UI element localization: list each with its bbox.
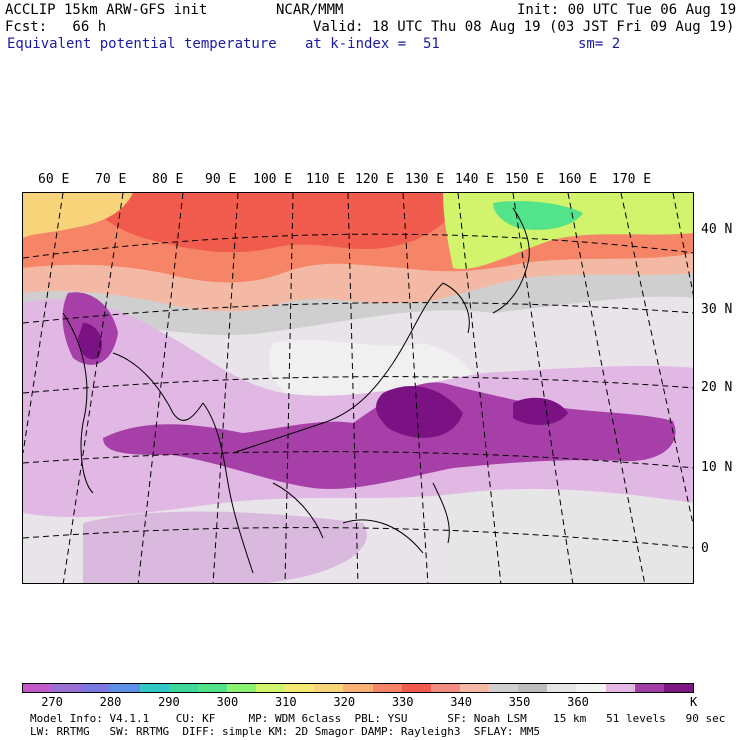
header-institution: NCAR/MMM <box>276 2 344 18</box>
colorbar <box>22 683 694 693</box>
colorbar-tick-label: 300 <box>216 695 239 709</box>
latitude-label: 10 N <box>701 460 733 475</box>
colorbar-swatch <box>401 684 431 692</box>
smoothing-value: sm= 2 <box>578 36 621 52</box>
colorbar-tick-label: 280 <box>99 695 122 709</box>
colorbar-swatch <box>489 684 519 692</box>
model-info-line2: LW: RRTMG SW: RRTMG DIFF: simple KM: 2D … <box>30 725 540 738</box>
colorbar-tick-label: 360 <box>567 695 589 709</box>
header-model-title: ACCLIP 15km ARW-GFS init <box>5 2 208 18</box>
colorbar-swatch <box>168 684 198 692</box>
colorbar-tick-label: 290 <box>158 695 180 709</box>
longitude-label: 130 E <box>405 172 445 187</box>
lavender-band <box>23 299 693 518</box>
colorbar-swatch <box>372 684 402 692</box>
colorbar-tick-label: 340 <box>450 695 472 709</box>
colorbar-tick-label: 330 <box>391 695 414 709</box>
dark-purple-core-india <box>78 323 103 360</box>
longitude-label: 170 E <box>612 172 652 187</box>
longitude-label: 160 E <box>558 172 598 187</box>
field-name: Equivalent potential temperature <box>7 36 277 52</box>
colorbar-swatch <box>52 684 82 692</box>
colorbar-swatch <box>518 684 548 692</box>
colorbar-tick-label: 310 <box>274 695 297 709</box>
colorbar-swatch <box>256 684 286 692</box>
longitude-label: 70 E <box>95 172 127 187</box>
colorbar-tick-label: 350 <box>508 695 531 709</box>
longitude-label: 80 E <box>152 172 184 187</box>
colorbar-tick-label: 320 <box>333 695 356 709</box>
latitude-label: 20 N <box>701 380 733 395</box>
colorbar-swatch <box>634 684 664 692</box>
longitude-label: 110 E <box>306 172 346 187</box>
latitude-label: 40 N <box>701 222 733 237</box>
longitude-label: 140 E <box>455 172 495 187</box>
longitude-label: 90 E <box>205 172 237 187</box>
colorbar-swatch <box>81 684 111 692</box>
colorbar-swatch <box>23 684 53 692</box>
yellow-band-west <box>23 193 133 238</box>
map-field-svg <box>23 193 693 583</box>
colorbar-unit: K <box>690 695 698 709</box>
colorbar-swatch <box>663 684 693 692</box>
latitude-label: 30 N <box>701 302 733 317</box>
colorbar-swatch <box>547 684 577 692</box>
colorbar-swatch <box>285 684 315 692</box>
longitude-label: 100 E <box>253 172 293 187</box>
header-forecast-hour: Fcst: 66 h <box>5 19 107 35</box>
longitude-label: 120 E <box>355 172 395 187</box>
colorbar-swatch <box>605 684 635 692</box>
colorbar-swatch <box>576 684 606 692</box>
latitude-label: 0 <box>701 541 709 556</box>
model-info-line1: Model Info: V4.1.1 CU: KF MP: WDM 6class… <box>30 712 726 725</box>
longitude-label: 60 E <box>38 172 70 187</box>
graticule <box>23 193 693 583</box>
colorbar-swatch <box>139 684 169 692</box>
colorbar-tick-label: 270 <box>41 695 63 709</box>
map-panel <box>22 192 694 584</box>
dark-purple-core-east <box>513 397 568 425</box>
colorbar-swatch <box>110 684 140 692</box>
dark-purple-core-west-pacific <box>376 385 463 438</box>
vertical-level: at k-index = 51 <box>305 36 440 52</box>
lavender-patch-south <box>83 511 367 583</box>
colorbar-swatch <box>226 684 256 692</box>
colorbar-swatch <box>197 684 227 692</box>
colorbar-swatch <box>430 684 460 692</box>
header-valid-time: Valid: 18 UTC Thu 08 Aug 19 (03 JST Fri … <box>313 19 735 35</box>
longitude-label: 150 E <box>505 172 545 187</box>
colorbar-swatch <box>314 684 344 692</box>
colorbar-swatch <box>343 684 373 692</box>
coastlines <box>62 207 530 574</box>
colorbar-swatch <box>459 684 489 692</box>
header-init-time: Init: 00 UTC Tue 06 Aug 19 <box>517 2 737 18</box>
